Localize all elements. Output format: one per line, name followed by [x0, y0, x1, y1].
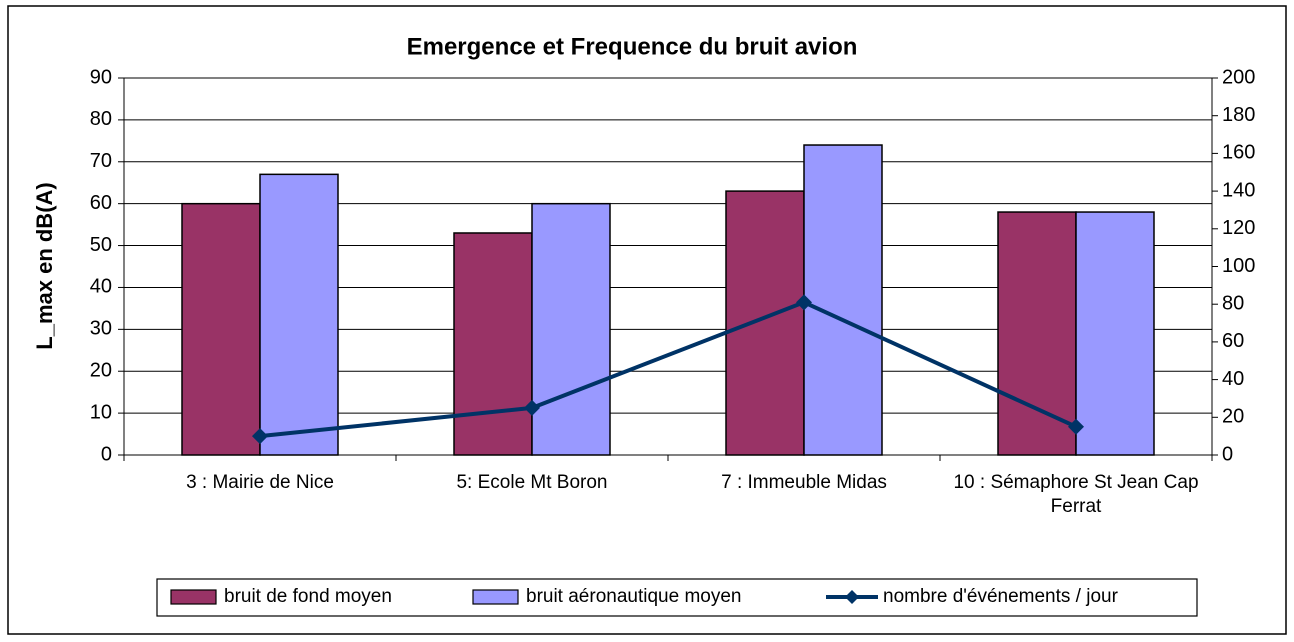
x-tick-label: 10 : Sémaphore St Jean Cap Ferrat — [953, 472, 1198, 517]
bar — [1075, 211, 1155, 456]
bar — [259, 173, 339, 456]
legend-label: nombre d'événements / jour — [883, 586, 1119, 607]
y2-tick-label: 180 — [1222, 104, 1255, 126]
y2-tick-label: 120 — [1222, 217, 1255, 239]
x-tick-label: 5: Ecole Mt Boron — [456, 472, 607, 493]
y2-tick-label: 80 — [1222, 292, 1244, 314]
y-tick-label: 90 — [90, 66, 112, 88]
y-tick-label: 80 — [90, 108, 112, 130]
y-tick-label: 20 — [90, 360, 112, 382]
chart-title: Emergence et Frequence du bruit avion — [407, 33, 858, 60]
line-marker — [252, 428, 268, 445]
y-tick-label: 30 — [90, 318, 112, 340]
y-tick-label: 0 — [101, 443, 112, 465]
bar — [531, 202, 611, 456]
legend-box — [156, 578, 1198, 617]
x-tick-label: 3 : Mairie de Nice — [186, 472, 334, 493]
line-marker — [796, 294, 812, 311]
bar — [803, 144, 883, 456]
x-tick-label: 7 : Immeuble Midas — [721, 472, 887, 493]
y-tick-label: 70 — [90, 150, 112, 172]
bar — [181, 202, 261, 456]
bar — [453, 232, 533, 456]
y-tick-label: 60 — [90, 192, 112, 214]
legend-swatch — [472, 589, 519, 605]
y2-tick-label: 60 — [1222, 330, 1244, 352]
legend-label: bruit de fond moyen — [224, 586, 392, 607]
legend-swatch — [170, 589, 217, 605]
y-axis-label: L_max en dB(A) — [32, 182, 57, 349]
line-marker — [524, 399, 540, 416]
y2-tick-label: 200 — [1222, 66, 1255, 88]
y2-tick-label: 140 — [1222, 179, 1255, 201]
y-tick-label: 10 — [90, 401, 112, 423]
bar — [725, 190, 805, 456]
y-tick-label: 50 — [90, 234, 112, 256]
bar — [997, 211, 1077, 456]
y2-tick-label: 160 — [1222, 142, 1255, 164]
line-series — [259, 300, 1077, 439]
legend-label: bruit aéronautique moyen — [526, 586, 741, 607]
y2-tick-label: 100 — [1222, 255, 1255, 277]
legend-marker — [845, 590, 859, 604]
y2-tick-label: 20 — [1222, 406, 1244, 428]
line-marker — [1068, 418, 1084, 435]
y2-tick-label: 0 — [1222, 443, 1233, 465]
y-tick-label: 40 — [90, 276, 112, 298]
y2-tick-label: 40 — [1222, 368, 1244, 390]
